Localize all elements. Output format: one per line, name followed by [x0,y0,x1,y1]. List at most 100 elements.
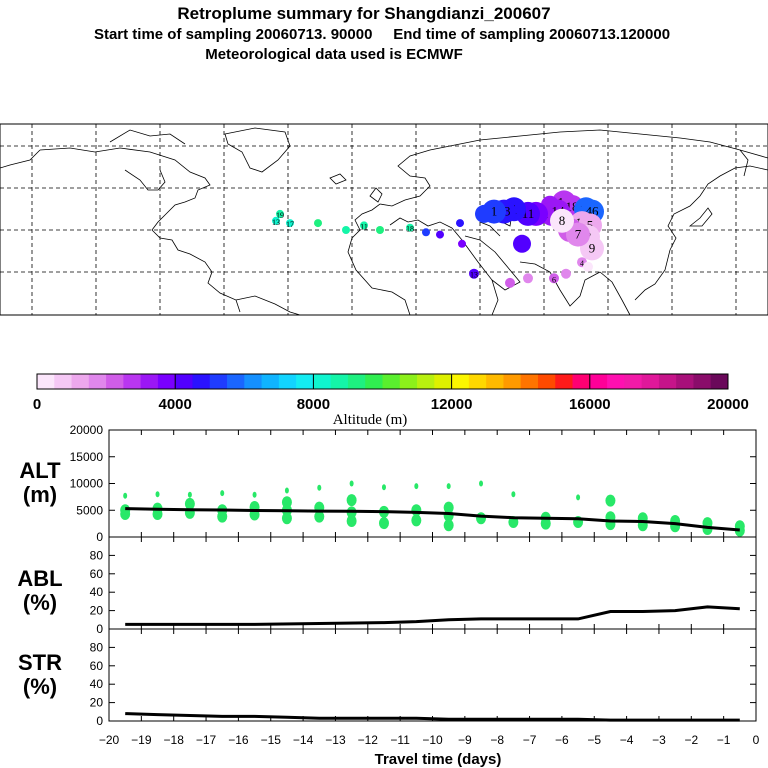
alt-scatter-point [314,510,325,523]
y-tick-label: 0 [96,622,103,636]
plume-point [583,261,593,272]
colorbar-cell [486,374,504,389]
alt-scatter-point [381,484,386,491]
plume-point [376,226,384,234]
x-tick-label: −17 [196,733,217,747]
sampling-time-subtitle: Start time of sampling 20060713. 90000 E… [93,26,671,43]
coast-north-america [39,147,241,313]
plume-point [456,219,464,228]
x-tick-label: −12 [358,733,379,747]
plume-point: 7 [566,222,590,247]
colorbar-frame [36,373,729,390]
alt-unit-label: (m) [23,482,57,507]
colorbar-cell [555,374,574,389]
plume-point-marker [406,223,414,232]
alt-scatter-point [184,497,195,510]
y-tick-label: 20000 [70,423,104,437]
coast-greenland [224,127,291,173]
plume-point-marker [550,208,574,233]
plume-point [561,268,571,279]
alt-scatter-point [446,483,451,490]
alt-scatter-point [411,504,422,517]
plume-point-marker [469,268,479,279]
colorbar-cell [365,374,383,389]
alt-scatter-point [576,494,581,501]
plume-point [513,234,531,253]
colorbar-tick-label: 0 [33,396,41,413]
abl-label: ABL [17,566,62,591]
x-tick-label: −9 [458,733,472,747]
alt-scatter-point [281,496,292,509]
plume-point: 6 [549,273,559,284]
coast-mediterranean [389,217,453,229]
plume-point: 19 [276,209,284,220]
coast-japan [688,207,713,227]
alt-panel-frame [108,429,757,538]
colorbar-cell [658,374,677,389]
plume-point: 13 [272,216,280,227]
colorbar-cell [607,374,625,389]
colorbar-cell [382,374,401,389]
map-frame [0,123,768,316]
y-tick-label: 10000 [70,477,104,491]
y-tick-label: 60 [90,659,104,673]
alt-scatter-point [378,517,389,530]
colorbar-ticks: 0 4000 8000 12000 16000 20000 [33,374,749,413]
colorbar-cell [710,374,729,389]
plume-point-marker [342,226,350,234]
plume-point [314,219,322,228]
plume-point-label: 17 [286,220,294,229]
colorbar-cell [157,374,176,389]
x-axis-label: Travel time (days) [375,751,502,768]
alt-scatter-point [155,491,160,498]
plume-point-marker [272,216,280,225]
colorbar-cell [192,374,211,389]
coast-europe [351,145,451,239]
x-tick-label: −7 [523,733,537,747]
colorbar-cell [641,374,660,389]
world-map-panel: 1918121411114311146165896784619131711181… [0,123,768,316]
alt-scatter-point [411,514,422,527]
x-tick-label: −15 [261,733,282,747]
alt-label: ALT [19,458,61,483]
x-tick-label: −20 [99,733,120,747]
colorbar-cell [123,374,142,389]
plume-point-marker [566,222,590,247]
colorbar-cell [468,374,487,389]
x-tick-label: −5 [587,733,601,747]
colorbar-cell [399,374,418,389]
x-tick-label: −18 [164,733,185,747]
colorbar-cell [278,374,297,389]
coast-indochina [599,271,631,316]
colorbar-cell [296,374,314,389]
plume-point-marker [513,234,531,253]
x-tick-label: 0 [753,733,760,747]
coast-india [519,261,601,307]
colorbar-cell [693,374,712,389]
coast-hudson-bay [124,169,166,191]
coast-siberia [449,129,768,159]
str-label: STR [18,650,62,675]
colorbar-tick-label: 16000 [569,396,611,413]
y-tick-label: 80 [90,640,104,654]
alt-scatter-point [605,494,616,507]
colorbar-cell [503,374,522,389]
plume-point-marker [458,239,466,248]
coast-arabia [464,235,521,291]
plume-point-marker [456,219,464,228]
colorbar-cell [572,374,591,389]
alt-scatter-point [511,491,516,498]
colorbar-cell [209,374,228,389]
plume-point [422,228,430,237]
plume-point-label: 13 [272,218,280,227]
coast-south-america [235,295,301,316]
chart-title: Retroplume summary for Shangdianzi_20060… [177,4,551,23]
plume-point-marker [422,228,430,237]
alt-scatter-point [346,494,357,507]
str-unit-label: (%) [23,674,57,699]
colorbar-cell [520,374,539,389]
alt-scatter-point [123,492,128,499]
y-tick-label: 15000 [70,450,104,464]
alt-scatter-point [187,491,192,498]
plume-point: 17 [286,219,294,229]
